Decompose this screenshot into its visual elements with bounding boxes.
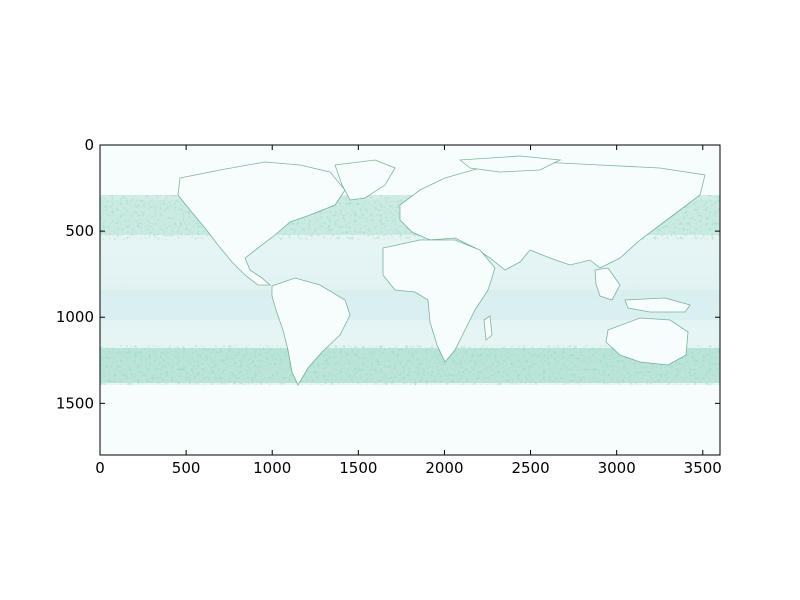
- x-tick-label: 1000: [253, 459, 291, 477]
- x-tick-label: 1500: [339, 459, 377, 477]
- plot-area: [100, 145, 720, 455]
- land-australia: [605, 317, 689, 366]
- x-tick-label: 500: [172, 459, 201, 477]
- land-madagascar: [483, 315, 493, 341]
- land-south-america: [271, 277, 351, 386]
- land-north-america: [177, 161, 346, 286]
- y-tick-label: 1000: [56, 308, 94, 326]
- land-indonesia: [624, 297, 691, 313]
- x-tick-label: 0: [95, 459, 105, 477]
- equatorial-band: [100, 290, 720, 320]
- y-tick-label: 500: [65, 222, 94, 240]
- y-axis: 0 500 1000 1500: [56, 136, 720, 412]
- land-mask: [177, 155, 706, 386]
- x-tick-label: 2500: [511, 459, 549, 477]
- land-arctic-islands: [458, 155, 562, 173]
- x-axis: 0 500 1000 1500 2000 2500 3000 3500: [95, 145, 722, 477]
- y-tick-label: 0: [84, 136, 94, 154]
- land-se-asia: [594, 267, 621, 301]
- land-greenland: [334, 159, 396, 201]
- land-eurasia: [399, 161, 706, 271]
- land-africa: [382, 239, 496, 363]
- x-tick-label: 3500: [684, 459, 722, 477]
- x-tick-label: 3000: [598, 459, 636, 477]
- x-tick-label: 2000: [425, 459, 463, 477]
- plot-frame: [99, 144, 721, 456]
- y-tick-label: 1500: [56, 394, 94, 412]
